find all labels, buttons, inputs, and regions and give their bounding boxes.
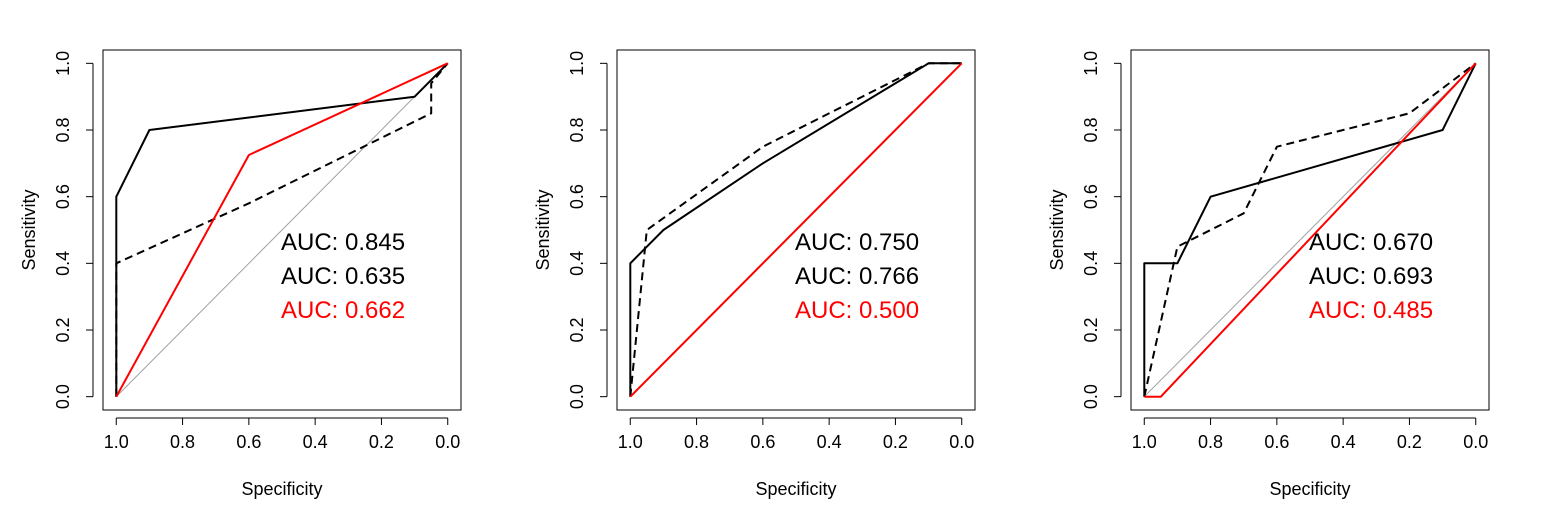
x-tick-label: 0.0 xyxy=(435,432,460,452)
auc-label-2: AUC: 0.693 xyxy=(1309,263,1433,290)
roc-panel-2: 1.0 0.8 0.6 0.4 0.2 0.0 Specificity 0.0 0.2 0.4 0.… xyxy=(533,49,976,499)
x-tick-label: 1.0 xyxy=(1132,432,1157,452)
x-tick-label: 0.4 xyxy=(303,432,328,452)
y-tick-label: 0.8 xyxy=(1081,117,1101,142)
x-tick-label: 0.2 xyxy=(369,432,394,452)
auc-label-1: AUC: 0.750 xyxy=(795,229,919,256)
x-tick-label: 0.6 xyxy=(236,432,261,452)
y-tick-label: 0.6 xyxy=(567,184,587,209)
y-tick-label: 1.0 xyxy=(53,51,73,76)
x-tick-label: 0.0 xyxy=(1463,432,1488,452)
roc-curve-1 xyxy=(1143,62,1477,397)
x-tick-label: 0.0 xyxy=(949,432,974,452)
x-axis-title: Specificity xyxy=(1269,479,1350,499)
auc-label-3: AUC: 0.500 xyxy=(795,297,919,324)
y-tick-label: 0.4 xyxy=(53,251,73,276)
auc-label-1: AUC: 0.845 xyxy=(281,229,405,256)
y-tick-label: 0.8 xyxy=(53,117,73,142)
y-tick-label: 0.0 xyxy=(53,384,73,409)
y-tick-label: 0.6 xyxy=(53,184,73,209)
auc-label-2: AUC: 0.766 xyxy=(795,263,919,290)
y-tick-label: 0.0 xyxy=(567,384,587,409)
reference-diagonal xyxy=(1143,62,1477,398)
x-tick-label: 0.6 xyxy=(1264,432,1289,452)
x-tick-label: 1.0 xyxy=(104,432,129,452)
roc-curve-2 xyxy=(629,62,962,397)
auc-label-3: AUC: 0.662 xyxy=(281,297,405,324)
y-tick-label: 0.4 xyxy=(567,251,587,276)
y-tick-label: 1.0 xyxy=(567,51,587,76)
x-axis-title: Specificity xyxy=(241,479,322,499)
plot-frame xyxy=(1130,49,1490,411)
y-tick-label: 0.8 xyxy=(567,117,587,142)
x-tick-label: 0.6 xyxy=(750,432,775,452)
plot-frame xyxy=(616,49,976,411)
x-tick-label: 1.0 xyxy=(618,432,643,452)
y-axis-title: Sensitivity xyxy=(533,189,553,270)
y-axis-title: Sensitivity xyxy=(19,189,39,270)
y-axis-title: Sensitivity xyxy=(1047,189,1067,270)
y-tick-label: 0.4 xyxy=(1081,251,1101,276)
roc-panel-3: 1.0 0.8 0.6 0.4 0.2 0.0 Specificity 0.0 0.2 0.4 0.… xyxy=(1047,49,1490,499)
y-tick-label: 0.0 xyxy=(1081,384,1101,409)
roc-curve-3 xyxy=(115,62,449,398)
x-tick-label: 0.2 xyxy=(883,432,908,452)
x-tick-label: 0.8 xyxy=(684,432,709,452)
roc-curve-3 xyxy=(1144,62,1477,398)
y-tick-label: 0.2 xyxy=(1081,317,1101,342)
roc-panel-1: 1.0 0.8 0.6 0.4 0.2 0.0 Specificity 0.0 0.2 0.4 0.… xyxy=(19,49,462,499)
roc-curve-2 xyxy=(1143,62,1477,397)
x-tick-label: 0.8 xyxy=(1198,432,1223,452)
x-tick-label: 0.2 xyxy=(1397,432,1422,452)
x-tick-label: 0.4 xyxy=(817,432,842,452)
roc-curve-3 xyxy=(629,62,963,398)
x-tick-label: 0.4 xyxy=(1331,432,1356,452)
y-tick-label: 0.6 xyxy=(1081,184,1101,209)
auc-label-3: AUC: 0.485 xyxy=(1309,297,1433,324)
plot-frame xyxy=(102,49,462,411)
reference-diagonal xyxy=(115,62,449,398)
roc-curve-2 xyxy=(115,62,449,397)
x-tick-label: 0.8 xyxy=(170,432,195,452)
y-tick-label: 0.2 xyxy=(567,317,587,342)
y-tick-label: 0.2 xyxy=(53,317,73,342)
auc-label-2: AUC: 0.635 xyxy=(281,263,405,290)
y-tick-label: 1.0 xyxy=(1081,51,1101,76)
auc-label-1: AUC: 0.670 xyxy=(1309,229,1433,256)
x-axis-title: Specificity xyxy=(755,479,836,499)
